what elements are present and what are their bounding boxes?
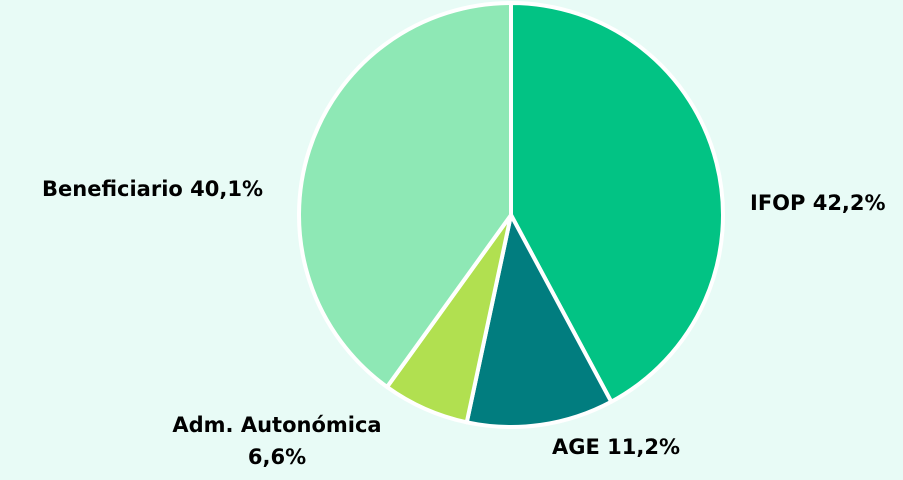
data-label-adm-auton-mica: Adm. Autonómica 6,6% xyxy=(172,413,381,469)
pie-slice-age xyxy=(464,213,614,429)
data-label-beneficiario: Beneficiario 40,1% xyxy=(42,177,263,201)
data-label-ifop: IFOP 42,2% xyxy=(750,191,886,215)
pie-slice-beneficiario xyxy=(297,1,513,389)
pie-slices xyxy=(297,1,725,429)
pie-labels: IFOP 42,2% AGE 11,2% Adm. Autonómica 6,6% Be… xyxy=(42,177,886,469)
pie-slice-ifop xyxy=(509,1,725,404)
data-label-age: AGE 11,2% xyxy=(552,435,680,459)
